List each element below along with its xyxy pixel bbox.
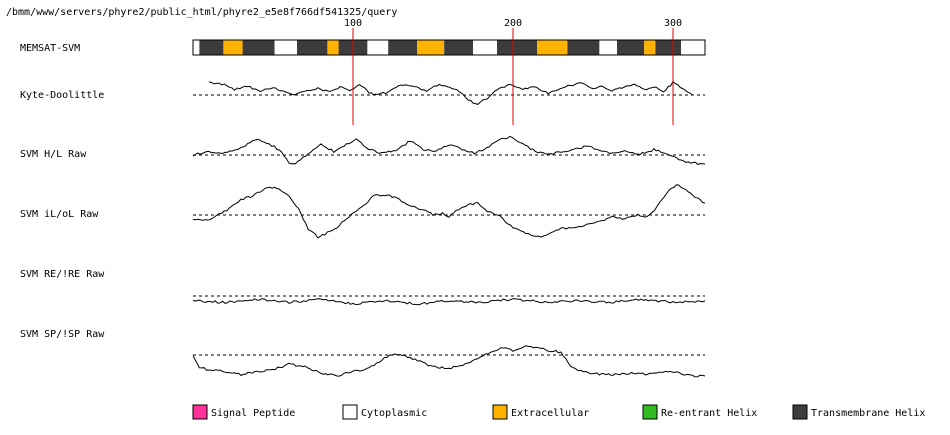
memsat-segment-20 xyxy=(681,40,705,55)
ruler-tick-label-200: 200 xyxy=(504,18,522,29)
svm-sp-profile-line xyxy=(192,345,706,378)
ruler-labels: 100 200 300 xyxy=(344,18,682,29)
reentrant-helix-swatch xyxy=(642,404,658,420)
memsat-segment-14 xyxy=(537,40,568,55)
ruler-tick-label-100: 100 xyxy=(344,18,362,29)
ruler-lines xyxy=(352,28,674,125)
memsat-segment-15 xyxy=(567,40,600,55)
cytoplasmic-swatch xyxy=(342,404,358,420)
memsat-segment-16 xyxy=(599,40,617,55)
legend-label-extracellular: Extracellular xyxy=(511,408,589,419)
track-label-svm-re-raw: SVM RE/!RE Raw xyxy=(20,269,105,280)
memsat-segment-10 xyxy=(417,40,445,55)
signal-peptide-swatch xyxy=(192,404,208,420)
memsat-segment-5 xyxy=(297,40,328,55)
ruler-tick-label-300: 300 xyxy=(664,18,682,29)
memsat-segment-8 xyxy=(367,40,389,55)
track-label-memsat-svm: MEMSAT-SVM xyxy=(20,43,80,54)
svm-re-profile-line xyxy=(192,298,706,306)
profile-plots xyxy=(192,80,706,378)
memsat-segment-13 xyxy=(497,40,537,55)
track-label-svm-sp-raw: SVM SP/!SP Raw xyxy=(20,329,105,340)
memsat-segment-18 xyxy=(644,40,656,55)
memsat-segment-9 xyxy=(388,40,417,55)
memsat-segment-4 xyxy=(274,40,297,55)
memsat-segment-19 xyxy=(655,40,681,55)
memsat-segment-2 xyxy=(223,40,243,55)
svm-hl-profile-line xyxy=(192,135,706,165)
legend-label-reentrant-helix: Re-entrant Helix xyxy=(661,408,757,419)
legend-label-cytoplasmic: Cytoplasmic xyxy=(361,408,427,419)
legend-label-transmembrane-helix: Transmembrane Helix xyxy=(811,408,925,419)
memsat-segment-17 xyxy=(617,40,645,55)
memsat-topology-bar xyxy=(192,39,706,56)
memsat-segment-12 xyxy=(473,40,497,55)
svm-il-ol-profile-line xyxy=(192,184,706,239)
query-path: /bmm/www/servers/phyre2/public_html/phyr… xyxy=(6,7,397,18)
track-label-kyte-doolittle: Kyte-Doolittle xyxy=(20,90,104,101)
memsat-segment-6 xyxy=(327,40,339,55)
legend: Signal Peptide Cytoplasmic Extracellular… xyxy=(192,404,925,420)
memsat-segment-1 xyxy=(199,40,224,55)
track-label-svm-hl-raw: SVM H/L Raw xyxy=(20,149,87,160)
legend-label-signal-peptide: Signal Peptide xyxy=(211,408,295,419)
track-label-svm-il-ol-raw: SVM iL/oL Raw xyxy=(20,209,99,220)
memsat-segment-3 xyxy=(242,40,275,55)
memsat-segment-11 xyxy=(444,40,473,55)
kyte-doolittle-profile-line xyxy=(208,80,693,105)
transmembrane-helix-swatch xyxy=(792,404,808,420)
extracellular-swatch xyxy=(492,404,508,420)
memsat-segment-0 xyxy=(193,40,200,55)
memsat-bar-outline xyxy=(192,39,706,56)
